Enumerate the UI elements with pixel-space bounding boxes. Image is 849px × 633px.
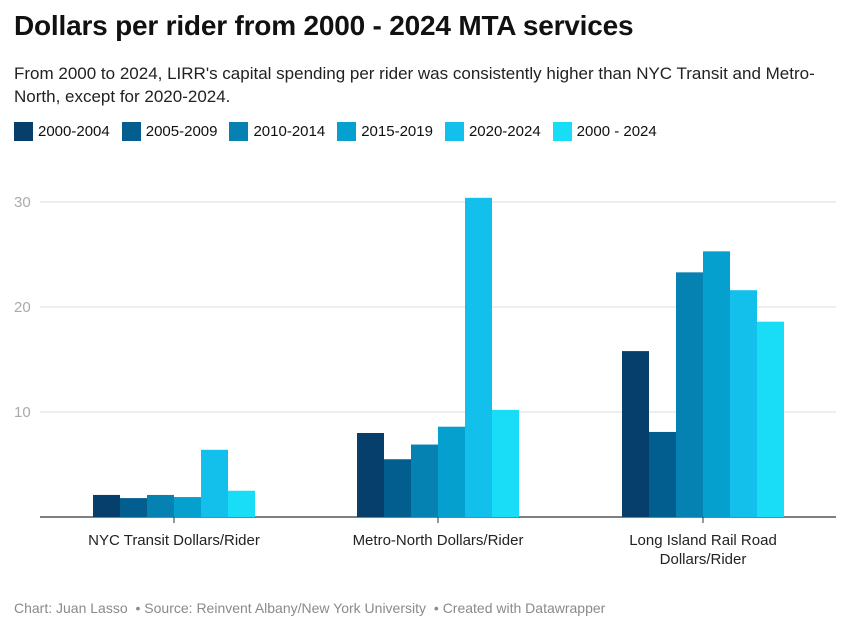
legend-label: 2020-2024 — [468, 123, 541, 140]
bar — [228, 490, 255, 517]
legend-item: 2020-2024 — [444, 122, 541, 141]
legend-label: 2000 - 2024 — [576, 123, 657, 140]
footer: Chart: Juan Lasso • Source: Reinvent Alb… — [14, 600, 609, 616]
bar — [703, 251, 730, 517]
legend-swatch — [337, 122, 357, 141]
bar — [438, 426, 465, 517]
legend-label: 2005-2009 — [145, 123, 218, 140]
legend-swatch — [229, 122, 249, 141]
chart-subtitle: From 2000 to 2024, LIRR's capital spendi… — [14, 64, 815, 106]
footer-created: • Created with Datawrapper — [433, 600, 606, 616]
legend-item: 2005-2009 — [121, 122, 218, 141]
y-tick-label: 20 — [14, 299, 31, 316]
legend-item: 2000-2004 — [14, 122, 110, 141]
legend-item: 2010-2014 — [229, 122, 325, 141]
bar — [384, 459, 411, 517]
footer-source: • Source: Reinvent Albany/New York Unive… — [135, 600, 427, 616]
bar — [174, 497, 201, 517]
legend-label: 2015-2019 — [361, 123, 433, 140]
legend-swatch — [552, 122, 572, 141]
bar — [201, 449, 228, 517]
bar — [411, 444, 438, 517]
y-tick-label: 30 — [14, 194, 31, 211]
legend: 2000-2004 2005-2009 2010-2014 2015-2019 2020… — [14, 122, 669, 141]
x-tick-label-line: Long Island Rail Road — [629, 532, 777, 549]
legend-swatch — [14, 122, 33, 141]
x-tick-label: Long Island Rail Road Dollars/Rider — [629, 532, 777, 568]
legend-label: 2010-2014 — [253, 123, 326, 140]
y-tick-label: 10 — [14, 404, 31, 421]
legend-item: 2015-2019 — [337, 122, 433, 141]
bar — [622, 351, 649, 517]
x-tick-label-line: Metro-North Dollars/Rider — [353, 532, 524, 549]
x-tick-label-line: NYC Transit Dollars/Rider — [88, 532, 260, 549]
bar — [730, 290, 757, 517]
footer-credit: Chart: Juan Lasso — [14, 600, 128, 616]
x-tick-label: NYC Transit Dollars/Rider — [88, 532, 260, 549]
legend-swatch — [444, 122, 464, 141]
x-tick-label: Metro-North Dollars/Rider — [353, 532, 524, 549]
chart-title: Dollars per rider from 2000 - 2024 MTA s… — [14, 10, 634, 41]
bar — [757, 321, 784, 517]
bar — [93, 494, 120, 517]
bar — [676, 272, 703, 517]
legend-label: 2000-2004 — [38, 123, 110, 140]
x-tick-label-line: Dollars/Rider — [660, 551, 747, 568]
bar — [147, 494, 174, 517]
bar — [465, 197, 492, 518]
bar — [492, 409, 519, 517]
bar — [120, 498, 147, 517]
bar — [357, 433, 384, 517]
bar — [649, 431, 676, 517]
legend-swatch — [121, 122, 141, 141]
legend-item: 2000 - 2024 — [552, 122, 657, 141]
